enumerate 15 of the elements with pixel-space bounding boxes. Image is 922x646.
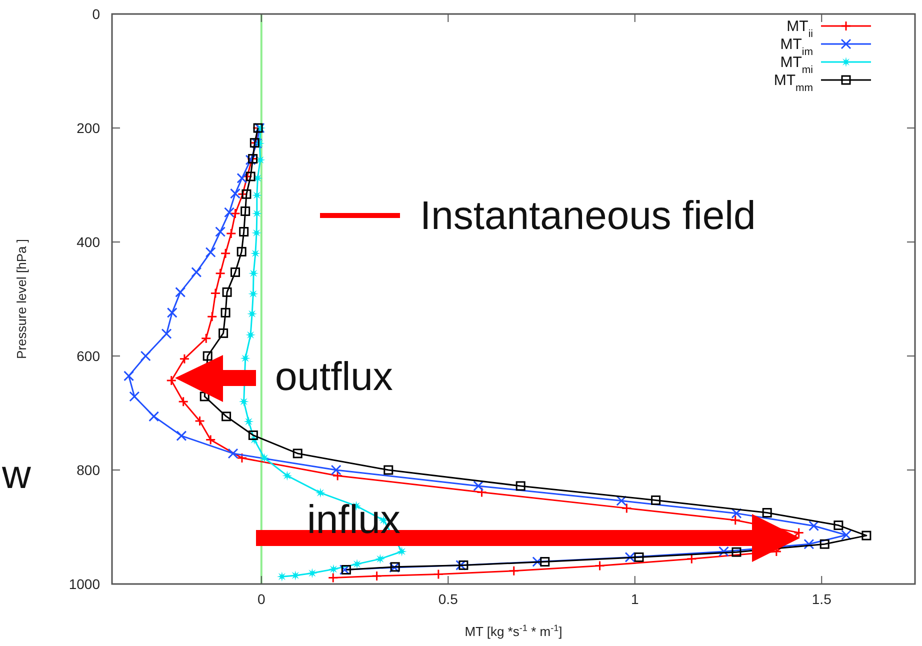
x-tick-label: 0.5 <box>438 591 458 607</box>
x-axis-title: MT [kg *s$^{-1}$ * m$^{-1}$] <box>464 623 562 639</box>
x-tick-label: 1 <box>630 591 639 607</box>
x-tick-label: 0 <box>257 591 266 607</box>
y-axis-title: Pressure level [hPa ] <box>14 239 29 359</box>
y-tick-label: 1000 <box>68 576 100 592</box>
y-tick-label: 0 <box>92 6 100 22</box>
x-tick-label: 1.5 <box>812 591 832 607</box>
text: w <box>1 453 31 497</box>
annotation: Instantaneous field <box>420 194 756 238</box>
y-tick-label: 200 <box>76 120 100 136</box>
y-tick-label: 800 <box>76 462 100 478</box>
annotation: outflux <box>275 355 393 399</box>
y-tick-label: 400 <box>76 234 100 250</box>
y-tick-label: 600 <box>76 348 100 364</box>
